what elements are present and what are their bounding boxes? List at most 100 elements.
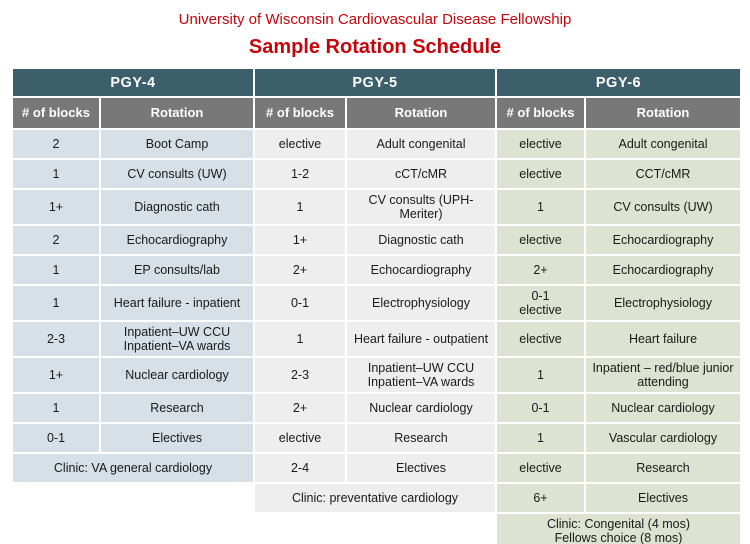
table-row: 2+ Nuclear cardiology (255, 394, 495, 422)
blocks-cell: elective (497, 226, 584, 254)
rotation-cell: Heart failure - outpatient (347, 322, 495, 356)
table-row: 1+ Diagnostic cath (255, 226, 495, 254)
table-row: 2+ Echocardiography (255, 256, 495, 284)
table-row: 1-2 cCT/cMR (255, 160, 495, 188)
table-row: 1 Heart failure - inpatient (13, 286, 253, 320)
rotation-cell: Echocardiography (101, 226, 253, 254)
blocks-cell: 2 (13, 130, 99, 158)
pgy6-clinic-cell: Clinic: Congenital (4 mos) Fellows choice… (497, 514, 740, 544)
rotation-cell: Heart failure (586, 322, 740, 356)
pgy5-col-rotation-header: Rotation (347, 98, 495, 128)
blocks-cell: 1-2 (255, 160, 345, 188)
table-row: 2 Echocardiography (13, 226, 253, 254)
rotation-cell: Research (347, 424, 495, 452)
rotation-cell: Electives (586, 484, 740, 512)
blocks-cell: elective (497, 160, 584, 188)
rotation-cell: Electrophysiology (586, 286, 740, 320)
rotation-cell: Echocardiography (586, 226, 740, 254)
blocks-cell: 1+ (13, 358, 99, 392)
blocks-cell: 1 (497, 358, 584, 392)
blocks-cell: 1 (13, 286, 99, 320)
table-row: elective Adult congenital (497, 130, 740, 158)
table-row: 6+ Electives (497, 484, 740, 512)
table-row: elective CCT/cMR (497, 160, 740, 188)
pgy4-col-rotation-header: Rotation (101, 98, 253, 128)
blocks-cell: 2+ (255, 394, 345, 422)
blocks-cell: 6+ (497, 484, 584, 512)
table-row: 1 Inpatient – red/blue junior attending (497, 358, 740, 392)
rotation-cell: Nuclear cardiology (101, 358, 253, 392)
blocks-cell: elective (497, 130, 584, 158)
rotation-cell: Electives (347, 454, 495, 482)
rotation-cell: Electrophysiology (347, 286, 495, 320)
table-row: 1+ Nuclear cardiology (13, 358, 253, 392)
table-row: 0-1 Nuclear cardiology (497, 394, 740, 422)
table-row: elective Echocardiography (497, 226, 740, 254)
rotation-cell: Nuclear cardiology (347, 394, 495, 422)
rotation-cell: Vascular cardiology (586, 424, 740, 452)
pgy4-clinic-cell: Clinic: VA general cardiology (13, 454, 253, 482)
pgy4-col-blocks-header: # of blocks (13, 98, 99, 128)
rotation-cell: Heart failure - inpatient (101, 286, 253, 320)
rotation-cell: Research (101, 394, 253, 422)
table-row: 2-3 Inpatient–UW CCU Inpatient–VA wards (13, 322, 253, 356)
rotation-cell: CV consults (UW) (101, 160, 253, 188)
pgy6-col-rotation-header: Rotation (586, 98, 740, 128)
rotation-cell: Inpatient–UW CCU Inpatient–VA wards (101, 322, 253, 356)
blocks-cell: 1+ (255, 226, 345, 254)
page-title: Sample Rotation Schedule (248, 36, 502, 58)
table-row: 1+ Diagnostic cath (13, 190, 253, 224)
rotation-cell: Diagnostic cath (101, 190, 253, 224)
table-row: 2-3 Inpatient–UW CCU Inpatient–VA wards (255, 358, 495, 392)
rotation-cell: Adult congenital (347, 130, 495, 158)
blocks-cell: elective (497, 322, 584, 356)
table-row: elective Heart failure (497, 322, 740, 356)
rotation-cell: Nuclear cardiology (586, 394, 740, 422)
blocks-cell: 0-1 (255, 286, 345, 320)
table-row: 1 Heart failure - outpatient (255, 322, 495, 356)
pgy5-column: PGY-5 # of blocks Rotation elective Adult co… (255, 69, 495, 514)
blocks-cell: 1 (255, 190, 345, 224)
table-row: 1 CV consults (UW) (13, 160, 253, 188)
rotation-cell: CV consults (UW) (586, 190, 740, 224)
rotation-cell: Research (586, 454, 740, 482)
page-subtitle: University of Wisconsin Cardiovascular D… (178, 11, 572, 28)
table-row: 2+ Echocardiography (497, 256, 740, 284)
rotation-cell: CV consults (UPH- Meriter) (347, 190, 495, 224)
pgy5-clinic-cell: Clinic: preventative cardiology (255, 484, 495, 512)
rotation-cell: Electives (101, 424, 253, 452)
table-row: elective Research (497, 454, 740, 482)
rotation-cell: Inpatient – red/blue junior attending (586, 358, 740, 392)
pgy6-header: PGY-6 (497, 69, 740, 96)
rotation-cell: EP consults/lab (101, 256, 253, 284)
table-row: elective Adult congenital (255, 130, 495, 158)
table-row: 1 CV consults (UW) (497, 190, 740, 224)
blocks-cell: 1 (13, 160, 99, 188)
pgy6-col-blocks-header: # of blocks (497, 98, 584, 128)
rotation-cell: Adult congenital (586, 130, 740, 158)
blocks-cell: elective (255, 424, 345, 452)
blocks-cell: 0-1 (13, 424, 99, 452)
pgy4-column: PGY-4 # of blocks Rotation 2 Boot Camp 1 CV co… (13, 69, 253, 484)
blocks-cell: 2 (13, 226, 99, 254)
blocks-cell: elective (255, 130, 345, 158)
table-row: 0-1 Electrophysiology (255, 286, 495, 320)
rotation-cell: Echocardiography (586, 256, 740, 284)
table-row: 1 CV consults (UPH- Meriter) (255, 190, 495, 224)
rotation-cell: Diagnostic cath (347, 226, 495, 254)
table-row: 2 Boot Camp (13, 130, 253, 158)
blocks-cell: 1+ (13, 190, 99, 224)
blocks-cell: 1 (13, 394, 99, 422)
rotation-cell: Boot Camp (101, 130, 253, 158)
blocks-cell: 2-4 (255, 454, 345, 482)
table-row: 1 Vascular cardiology (497, 424, 740, 452)
table-row: 0-1 elective Electrophysiology (497, 286, 740, 320)
blocks-cell: 1 (497, 424, 584, 452)
rotation-cell: CCT/cMR (586, 160, 740, 188)
blocks-cell: 1 (255, 322, 345, 356)
pgy5-header: PGY-5 (255, 69, 495, 96)
blocks-cell: 2+ (255, 256, 345, 284)
table-row: 2-4 Electives (255, 454, 495, 482)
table-row: 0-1 Electives (13, 424, 253, 452)
blocks-cell: 1 (13, 256, 99, 284)
